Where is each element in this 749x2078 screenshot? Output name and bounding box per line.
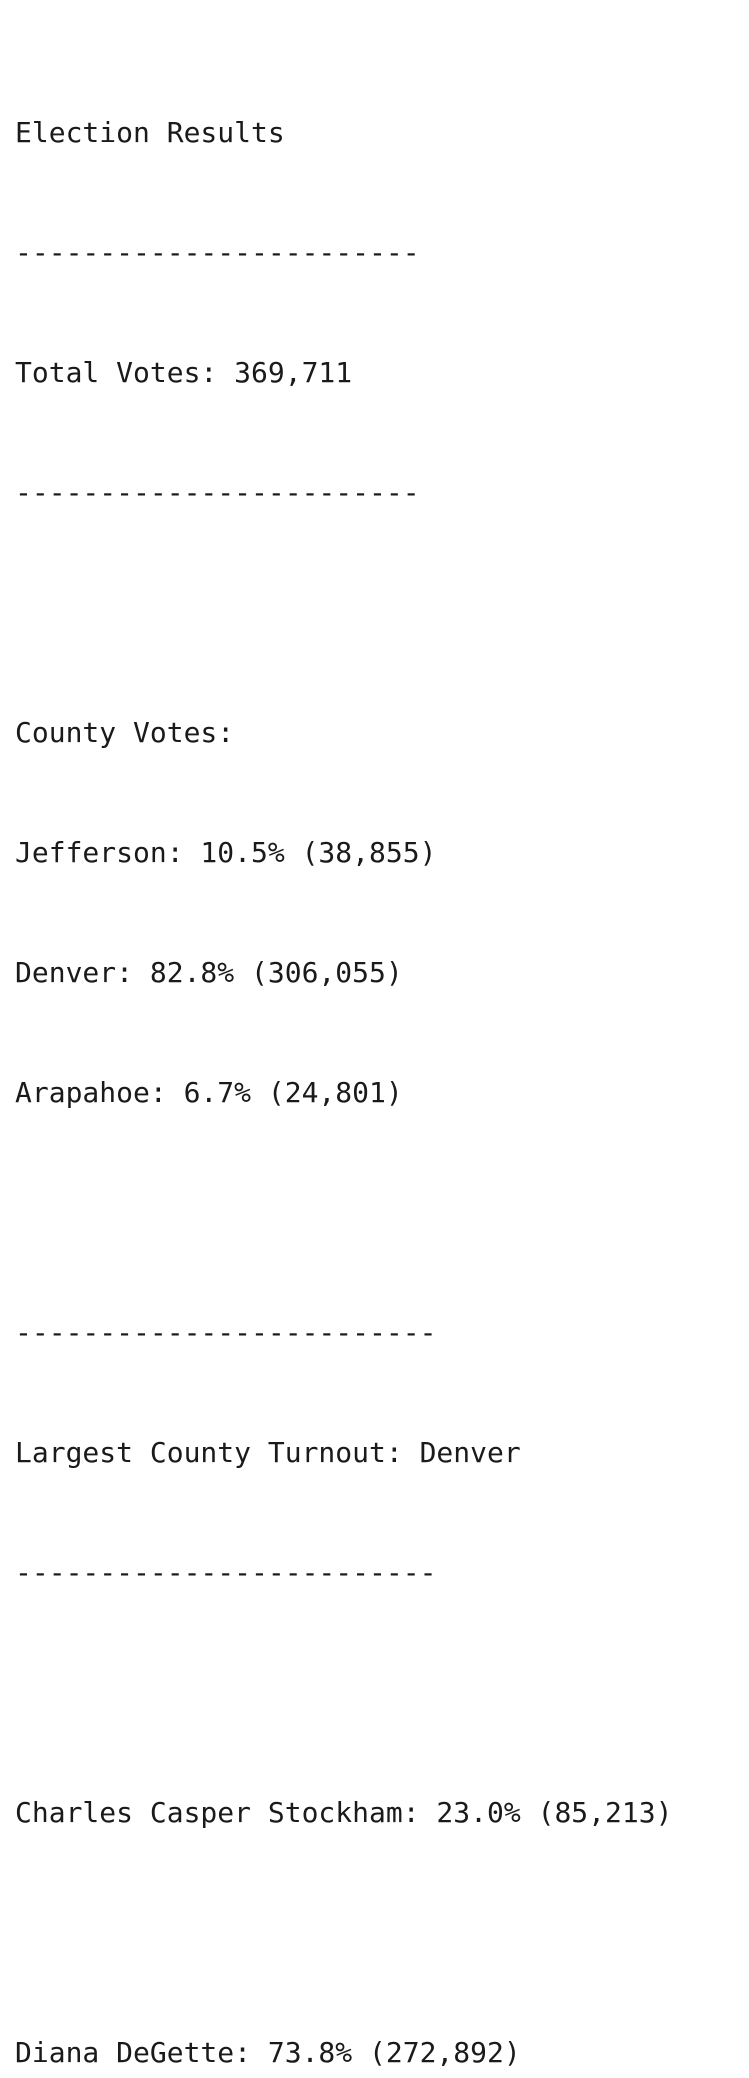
separator: ------------------------- xyxy=(15,1316,437,1349)
county-line-denver: Denver: 82.8% (306,055) xyxy=(15,956,403,989)
county-line-jefferson: Jefferson: 10.5% (38,855) xyxy=(15,836,437,869)
blank-line xyxy=(15,1673,672,1713)
total-votes: Total Votes: 369,711 xyxy=(15,356,353,389)
blank-line xyxy=(15,1193,672,1233)
separator: ------------------------ xyxy=(15,476,420,509)
county-votes-header: County Votes: xyxy=(15,716,235,749)
separator: ------------------------- xyxy=(15,1556,437,1589)
county-line-arapahoe: Arapahoe: 6.7% (24,801) xyxy=(15,1076,403,1109)
separator: ------------------------ xyxy=(15,236,420,269)
blank-line xyxy=(15,1913,672,1953)
candidate-line-stockham: Charles Casper Stockham: 23.0% (85,213) xyxy=(15,1796,673,1829)
candidate-line-degette: Diana DeGette: 73.8% (272,892) xyxy=(15,2036,521,2069)
largest-county-turnout: Largest County Turnout: Denver xyxy=(15,1436,521,1469)
blank-line xyxy=(15,593,672,633)
election-results-document: Election Results -----------------------… xyxy=(15,33,672,2078)
report-title: Election Results xyxy=(15,116,285,149)
